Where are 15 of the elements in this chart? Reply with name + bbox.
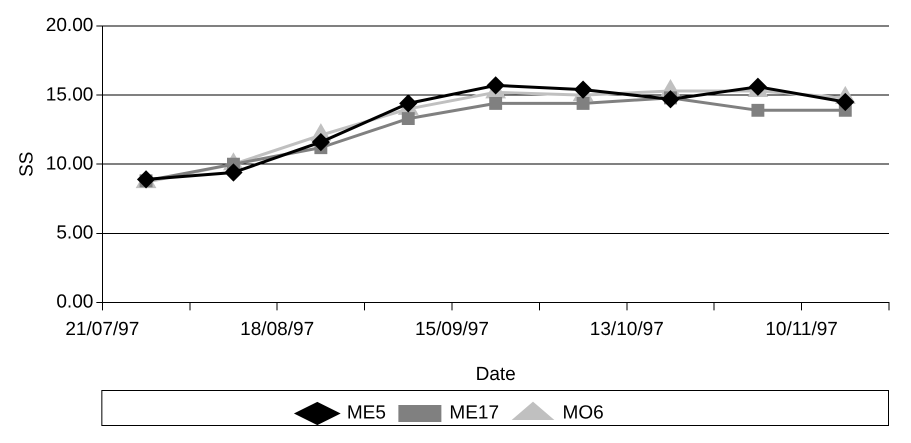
- legend-label: MO6: [562, 402, 604, 424]
- x-tick-label: 10/11/97: [765, 319, 838, 340]
- y-tick-label: 15.00: [46, 84, 94, 106]
- y-tick-label: 20.00: [46, 15, 94, 36]
- legend-label: ME17: [449, 402, 500, 424]
- y-tick-label: 0.00: [56, 292, 94, 313]
- y-tick-label: 5.00: [56, 222, 94, 244]
- y-tick-label: 10.00: [46, 153, 94, 174]
- legend-label: ME5: [346, 402, 386, 424]
- x-tick-label: 15/09/97: [414, 319, 489, 340]
- x-axis-title: Date: [476, 364, 516, 385]
- x-tick-label: 21/07/97: [65, 319, 140, 340]
- y-axis-title: SS: [16, 152, 38, 177]
- x-tick-label: 18/08/97: [240, 319, 314, 340]
- x-tick-label: 13/10/97: [590, 319, 664, 340]
